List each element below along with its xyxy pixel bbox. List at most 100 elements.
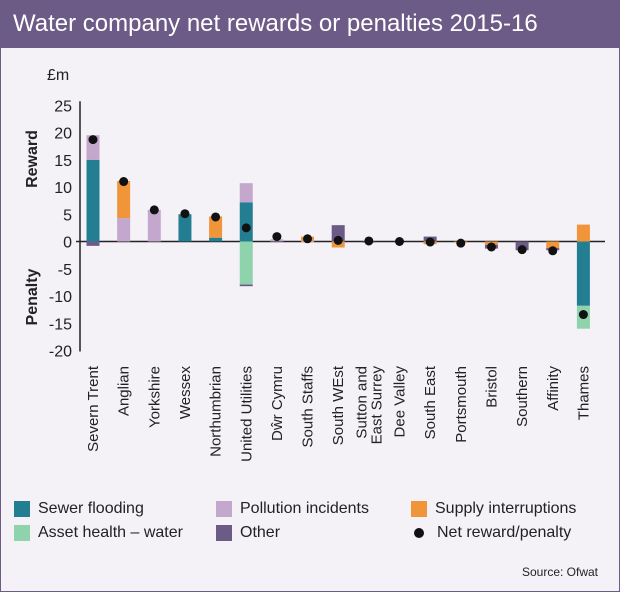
- bar-segment-pollution-incidents-yorkshire: [147, 209, 161, 242]
- y-tick-label: 15: [54, 153, 72, 170]
- bar-segment-supply-interruptions-affinity: [546, 241, 560, 249]
- net-point-south-staffs: [303, 234, 313, 244]
- legend-swatch-sewer-flooding: [14, 501, 30, 517]
- net-point-portsmouth: [456, 238, 466, 248]
- bar-segment-sewer-flooding-wessex: [178, 214, 192, 242]
- net-point-affinity: [548, 246, 558, 256]
- net-point-yorkshire: [149, 205, 159, 215]
- x-tick-line: Dee Valley: [392, 366, 409, 438]
- legend-swatch-supply-interruptions: [411, 501, 427, 517]
- x-tick-label-northumbrian: Northumbrian: [208, 366, 225, 457]
- legend-label-pollution-incidents: Pollution incidents: [240, 500, 369, 517]
- bar-segment-sewer-flooding-united-utilities: [239, 202, 253, 242]
- x-tick-line: United Utilities: [238, 366, 255, 462]
- net-point-d-r-cymru: [272, 232, 282, 242]
- x-tick-label-portsmouth: Portsmouth: [453, 366, 470, 443]
- net-point-sutton-and-east-surrey: [364, 236, 374, 246]
- legend-swatch-asset-health-water: [14, 525, 30, 541]
- net-point-dee-valley: [395, 237, 404, 246]
- legend-item-other: Other: [216, 524, 280, 542]
- bar-segment-pollution-incidents-united-utilities: [239, 183, 253, 203]
- legend: Sewer flooding Pollution incidents Suppl…: [14, 500, 614, 560]
- y-label-penalty: Penalty: [24, 268, 41, 325]
- x-tick-line: Severn Trent: [85, 365, 102, 452]
- x-tick-label-anglian: Anglian: [116, 366, 133, 416]
- net-point-wessex: [180, 209, 190, 219]
- x-tick-label-dee-valley: Dee Valley: [392, 366, 409, 438]
- legend-dot-net: [414, 528, 424, 538]
- y-tick-label: -15: [49, 316, 72, 333]
- legend-item-sewer-flooding: Sewer flooding: [14, 500, 144, 518]
- bar-segment-sewer-flooding-northumbrian: [209, 237, 223, 242]
- x-tick-label-south-west: South WEst: [330, 365, 347, 445]
- title-bar: Water company net rewards or penalties 2…: [0, 0, 620, 48]
- x-tick-line: East Surrey: [368, 366, 385, 445]
- net-point-northumbrian: [211, 212, 221, 222]
- x-tick-line: Portsmouth: [453, 366, 470, 443]
- x-tick-label-south-staffs: South Staffs: [300, 366, 317, 447]
- x-tick-line: Affinity: [545, 366, 562, 411]
- bar-segment-other-severn-trent: [86, 241, 100, 246]
- bar-segment-sewer-flooding-thames: [576, 241, 590, 306]
- y-unit-label: £m: [47, 67, 69, 84]
- x-tick-line: Yorkshire: [146, 366, 163, 428]
- bar-segment-supply-interruptions-thames: [576, 224, 590, 242]
- bar-segment-asset-health-water-united-utilities: [239, 241, 253, 285]
- y-tick-label: 10: [54, 180, 72, 197]
- x-tick-line: South WEst: [330, 365, 347, 445]
- legend-item-supply-interruptions: Supply interruptions: [411, 500, 576, 518]
- x-tick-line: Thames: [575, 366, 592, 420]
- legend-label-net: Net reward/penalty: [437, 524, 572, 541]
- source-note: Source: Ofwat: [521, 565, 598, 579]
- net-point-south-east: [425, 237, 435, 247]
- x-tick-label-south-east: South East: [422, 365, 439, 439]
- y-tick-label: 25: [54, 98, 72, 115]
- x-tick-line: Sutton and: [353, 366, 370, 439]
- y-label-reward: Reward: [24, 130, 41, 188]
- x-tick-label-severn-trent: Severn Trent: [85, 365, 102, 452]
- legend-swatch-pollution-incidents: [216, 501, 232, 517]
- legend-item-pollution-incidents: Pollution incidents: [216, 500, 369, 518]
- x-tick-line: Dŵr Cymru: [269, 366, 286, 441]
- x-tick-label-yorkshire: Yorkshire: [146, 366, 163, 428]
- net-point-anglian: [119, 177, 129, 187]
- x-tick-line: Southern: [514, 366, 531, 427]
- bar-segment-supply-interruptions-anglian: [117, 181, 131, 219]
- net-point-thames: [578, 310, 588, 320]
- x-tick-line: South Staffs: [300, 366, 317, 447]
- net-point-united-utilities: [241, 223, 251, 233]
- net-point-bristol: [486, 242, 496, 252]
- net-point-south-west: [333, 235, 343, 245]
- x-tick-line: Northumbrian: [208, 366, 225, 457]
- x-tick-label-sutton-and-east-surrey: Sutton andEast Surrey: [353, 366, 385, 445]
- x-tick-label-thames: Thames: [575, 366, 592, 420]
- y-tick-label: 20: [54, 126, 72, 143]
- x-tick-label-d-r-cymru: Dŵr Cymru: [269, 366, 286, 441]
- legend-swatch-other: [216, 525, 232, 541]
- legend-label-other: Other: [240, 524, 281, 541]
- x-tick-label-affinity: Affinity: [545, 366, 562, 411]
- y-tick-label: -10: [49, 289, 72, 306]
- chart-title: Water company net rewards or penalties 2…: [13, 10, 538, 37]
- legend-label-asset-health-water: Asset health – water: [38, 524, 183, 541]
- legend-label-sewer-flooding: Sewer flooding: [38, 500, 144, 517]
- legend-label-supply-interruptions: Supply interruptions: [435, 500, 577, 517]
- net-point-southern: [517, 245, 527, 255]
- bar-segment-pollution-incidents-anglian: [117, 218, 131, 242]
- x-tick-label-southern: Southern: [514, 366, 531, 427]
- x-tick-label-united-utilities: United Utilities: [238, 366, 255, 462]
- net-point-severn-trent: [88, 135, 98, 145]
- x-tick-line: Bristol: [483, 366, 500, 408]
- y-tick-label: 0: [63, 235, 72, 252]
- chart-plot: £m 25 20 15 10 5 0 -5 -10 -15 -20 Reward Penalty Seve…: [24, 67, 605, 462]
- x-tick-label-wessex: Wessex: [177, 366, 194, 420]
- x-tick-line: Wessex: [177, 366, 194, 420]
- bar-segment-supply-interruptions-northumbrian: [209, 216, 223, 238]
- legend-item-net: Net reward/penalty: [411, 524, 571, 542]
- bar-segment-sewer-flooding-severn-trent: [86, 159, 100, 242]
- x-tick-line: South East: [422, 365, 439, 439]
- x-tick-label-bristol: Bristol: [483, 366, 500, 408]
- x-tick-line: Anglian: [116, 366, 133, 416]
- y-tick-label: 5: [63, 207, 72, 224]
